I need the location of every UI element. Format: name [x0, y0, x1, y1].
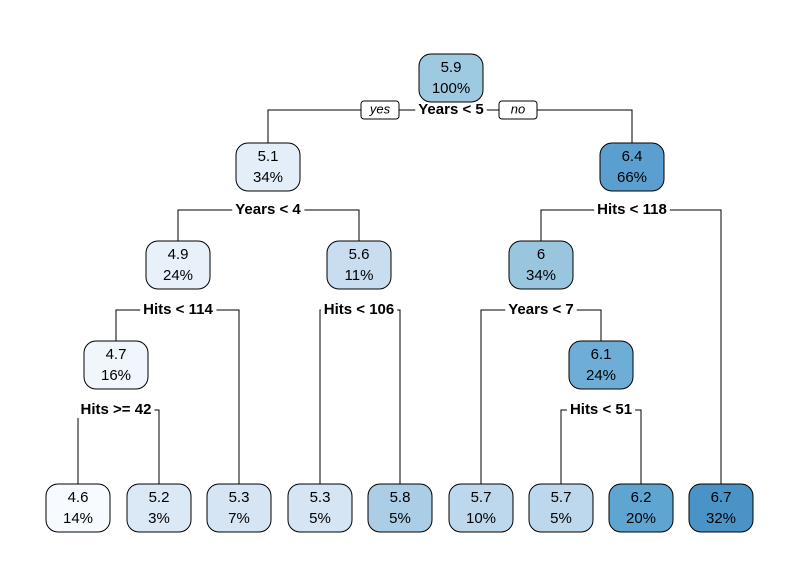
split-label-bg [320, 300, 398, 318]
node-value: 5.3 [229, 489, 250, 506]
split-label: Hits < 114 [143, 301, 213, 318]
node-percent: 11% [345, 267, 374, 284]
node-value: 5.3 [310, 489, 331, 506]
node-value: 6.2 [631, 489, 652, 506]
split-label: Years < 5 [418, 101, 483, 118]
node-percent: 24% [586, 367, 616, 384]
split-label-bg [505, 300, 577, 318]
node-value: 6.1 [591, 346, 612, 363]
branch-tag [498, 100, 538, 120]
node-percent: 34% [253, 169, 283, 186]
tree-node [599, 142, 665, 192]
branch-tag [360, 100, 400, 120]
split-label-bg [415, 100, 487, 118]
node-value: 6.4 [622, 148, 643, 165]
tree-node [418, 53, 484, 103]
tree-node [448, 483, 514, 533]
node-value: 5.9 [441, 59, 462, 76]
node-percent: 16% [101, 367, 131, 384]
node-value: 5.8 [390, 489, 411, 506]
tree-node [206, 483, 272, 533]
node-value: 6.7 [711, 489, 732, 506]
node-percent: 3% [148, 510, 170, 527]
tree-node [83, 340, 149, 390]
tree-node [367, 483, 433, 533]
branch-tag-label: yes [369, 101, 391, 116]
tree-node [287, 483, 353, 533]
node-percent: 5% [550, 510, 572, 527]
node-value: 5.6 [349, 246, 370, 263]
node-percent: 32% [706, 510, 736, 527]
node-percent: 5% [309, 510, 331, 527]
branch-line [115, 309, 240, 484]
node-value: 4.6 [68, 489, 89, 506]
split-label-bg [594, 200, 670, 218]
tree-node [126, 483, 192, 533]
split-label: Hits < 106 [324, 301, 394, 318]
node-value: 5.2 [149, 489, 170, 506]
split-label-bg [140, 300, 217, 318]
branch-line [319, 309, 401, 484]
split-label: Hits < 51 [570, 401, 632, 418]
tree-node [235, 142, 301, 192]
node-percent: 24% [163, 267, 193, 284]
split-label: Years < 7 [508, 301, 573, 318]
node-percent: 34% [526, 267, 556, 284]
node-value: 5.7 [471, 489, 492, 506]
node-percent: 10% [466, 510, 496, 527]
split-label-bg [566, 400, 636, 418]
tree-node [608, 483, 674, 533]
tree-node [145, 240, 211, 290]
tree-node [508, 240, 574, 290]
split-label-bg [77, 400, 155, 418]
tree-node [688, 483, 754, 533]
node-percent: 7% [228, 510, 250, 527]
branch-line [560, 409, 642, 484]
node-percent: 66% [617, 169, 647, 186]
split-label: Years < 4 [235, 201, 301, 218]
node-value: 4.7 [106, 346, 127, 363]
tree-node [528, 483, 594, 533]
branch-line [480, 309, 602, 484]
node-value: 5.1 [258, 148, 279, 165]
node-percent: 14% [63, 510, 93, 527]
node-percent: 100% [432, 80, 470, 97]
split-label-bg [232, 200, 305, 218]
branch-line [77, 409, 160, 484]
node-percent: 20% [626, 510, 656, 527]
branch-tag-label: no [511, 101, 525, 116]
tree-node [326, 240, 392, 290]
split-label: Hits >= 42 [81, 401, 152, 418]
node-value: 4.9 [168, 246, 189, 263]
split-label: Hits < 118 [597, 201, 667, 218]
tree-node [45, 483, 111, 533]
node-percent: 5% [389, 510, 411, 527]
node-value: 5.7 [551, 489, 572, 506]
node-value: 6 [537, 246, 545, 263]
tree-node [568, 340, 634, 390]
